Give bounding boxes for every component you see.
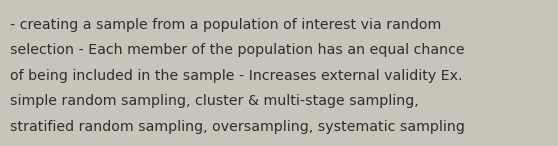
Text: simple random sampling, cluster & multi-stage sampling,: simple random sampling, cluster & multi-… [10, 94, 419, 108]
Text: of being included in the sample - Increases external validity Ex.: of being included in the sample - Increa… [10, 69, 463, 83]
Text: - creating a sample from a population of interest via random: - creating a sample from a population of… [10, 18, 441, 32]
Text: selection - Each member of the population has an equal chance: selection - Each member of the populatio… [10, 43, 465, 57]
Text: stratified random sampling, oversampling, systematic sampling: stratified random sampling, oversampling… [10, 120, 465, 134]
